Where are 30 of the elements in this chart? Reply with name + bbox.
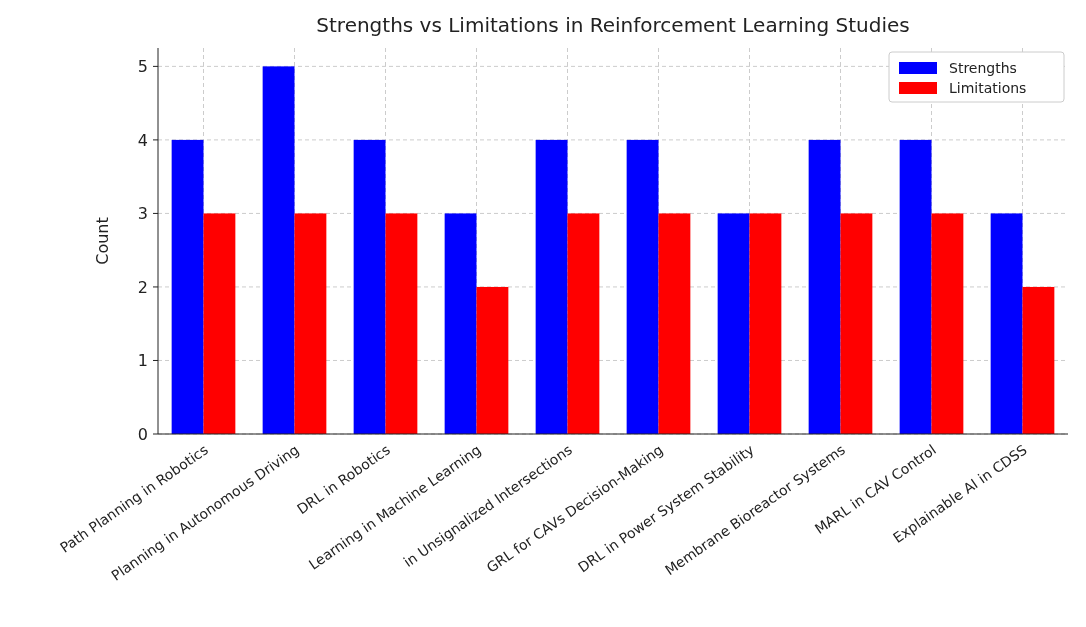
bar [990,213,1023,434]
bar [626,139,659,434]
bar [476,286,509,434]
legend-label: Limitations [949,79,1027,96]
bar [808,139,841,434]
bar [171,139,204,434]
bar [749,213,782,434]
y-tick-label: 3 [137,204,148,224]
bar [294,213,327,434]
bar [385,213,418,434]
bar [567,213,600,434]
bar [931,213,964,434]
legend-label: Strengths [949,59,1017,76]
y-tick-label: 2 [137,277,148,297]
bar [717,213,750,434]
bar [899,139,932,434]
chart-title: Strengths vs Limitations in Reinforcement Learning Studies [316,13,910,37]
bar [535,139,568,434]
y-tick-label: 4 [137,130,148,150]
bar [658,213,691,434]
bar [353,139,386,434]
bar [1022,286,1055,434]
bar [203,213,236,434]
bar [444,213,477,434]
y-tick-label: 1 [137,351,148,371]
bar [262,66,295,434]
y-tick-label: 5 [137,56,148,76]
y-axis-title: Count [93,217,112,265]
bar [840,213,873,434]
y-tick-label: 0 [137,424,148,444]
